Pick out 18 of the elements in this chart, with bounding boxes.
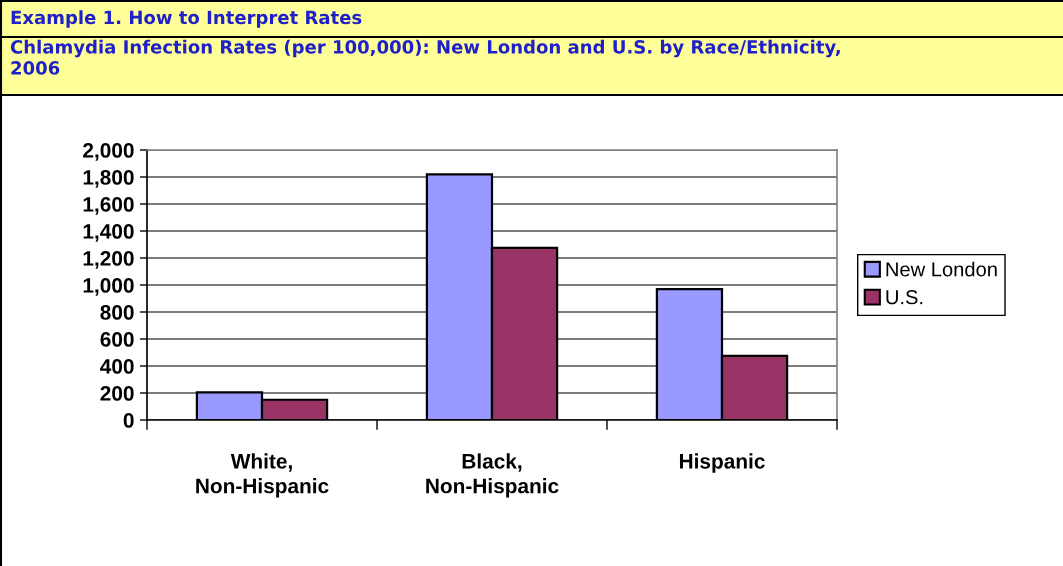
y-tick-label: 1,000: [83, 278, 134, 296]
y-tick-label: 1,600: [83, 197, 134, 215]
y-tick-label: 1,200: [83, 251, 134, 269]
y-tick-label: 1,800: [83, 170, 134, 188]
y-tick-label: 2,000: [83, 143, 134, 161]
legend-label: New London: [886, 261, 997, 277]
legend-label: U.S.: [886, 290, 923, 305]
x-tick-label: Black, Non-Hispanic: [426, 453, 559, 498]
y-tick-label: 400: [100, 359, 134, 374]
y-tick-label: 0: [123, 413, 134, 428]
chart-title: Example 1. How to Interpret Rates: [11, 10, 362, 28]
y-tick-label: 800: [100, 305, 134, 320]
x-tick-label: Hispanic: [679, 453, 765, 473]
y-tick-label: 600: [100, 332, 134, 347]
x-tick-label: White, Non-Hispanic: [196, 453, 329, 498]
y-tick-label: 1,400: [83, 224, 134, 242]
chart-subtitle: Chlamydia Infection Rates (per 100,000): New London and U.S. by Race/Ethnicity, 2006: [10, 39, 840, 75]
y-tick-label: 200: [100, 386, 134, 401]
